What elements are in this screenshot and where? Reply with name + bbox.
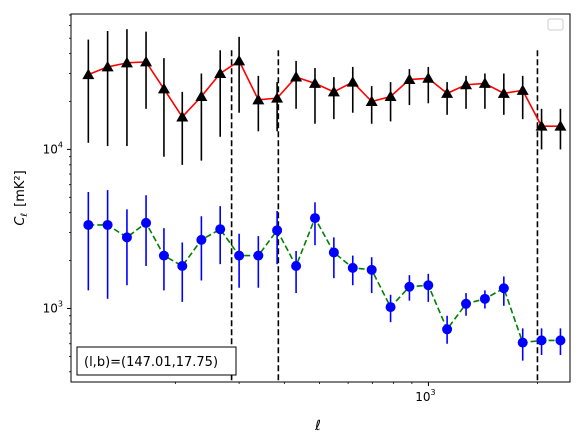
series-2-marker bbox=[309, 213, 320, 224]
series-1-marker bbox=[554, 120, 567, 131]
series-2-marker bbox=[555, 335, 566, 346]
series-1-marker bbox=[403, 73, 416, 85]
series-2-marker bbox=[536, 335, 547, 346]
series-1-marker bbox=[82, 68, 95, 80]
coordinates-annotation: (l,b)=(147.01,17.75) bbox=[76, 346, 237, 376]
series-1-marker bbox=[252, 93, 265, 105]
series-2-marker bbox=[366, 264, 377, 275]
series-2-marker bbox=[158, 250, 169, 261]
series-1-marker bbox=[290, 71, 303, 82]
svg-text:Cℓ[mK²]: Cℓ [mK²] bbox=[13, 170, 30, 225]
series-2-marker bbox=[461, 298, 472, 309]
series-1-marker bbox=[140, 55, 153, 67]
series-1-marker bbox=[497, 87, 510, 98]
series-2-marker bbox=[517, 337, 528, 348]
series-2-line bbox=[88, 216, 561, 344]
axis-ticks: 103 104 103 bbox=[43, 14, 538, 404]
series-2-marker bbox=[479, 293, 490, 304]
series-1-marker bbox=[422, 72, 435, 83]
series-2-marker bbox=[253, 250, 264, 261]
coordinates-annotation-text: (l,b)=(147.01,17.75) bbox=[84, 355, 218, 370]
series-1-marker bbox=[535, 120, 548, 131]
y-axis-label-unit: [mK²] bbox=[13, 170, 28, 207]
series-2-marker bbox=[141, 217, 152, 228]
series-1-marker bbox=[214, 67, 227, 79]
data-series bbox=[82, 29, 567, 361]
series-1-marker bbox=[441, 87, 454, 98]
series-1-marker bbox=[327, 85, 340, 97]
series-1-marker bbox=[120, 56, 133, 68]
series-2-marker bbox=[272, 225, 283, 236]
y-tick-label: 103 bbox=[43, 299, 63, 315]
series-1-marker bbox=[271, 92, 284, 103]
series-1-marker bbox=[176, 110, 189, 122]
series-2-marker bbox=[177, 260, 188, 271]
series-2-marker bbox=[121, 232, 132, 243]
series-2-marker bbox=[347, 262, 358, 273]
vertical-dashed-lines bbox=[230, 50, 539, 382]
series-1-marker bbox=[233, 54, 246, 66]
y-tick-label: 104 bbox=[43, 140, 63, 156]
series-2-marker bbox=[234, 250, 245, 261]
plot-frame bbox=[70, 13, 571, 383]
series-2-marker bbox=[291, 260, 302, 271]
series-1-marker bbox=[384, 90, 397, 102]
series-1-line bbox=[88, 59, 561, 127]
y-axis-label: Cℓ [mK²] bbox=[13, 170, 30, 225]
series-1-marker bbox=[101, 60, 114, 72]
legend-box bbox=[547, 18, 564, 31]
y-axis-label-main: C bbox=[13, 216, 28, 226]
series-1-marker bbox=[308, 77, 321, 88]
series-2-marker bbox=[498, 283, 509, 294]
series-2-marker bbox=[385, 302, 396, 313]
series-2-marker bbox=[328, 247, 339, 258]
series-1-marker bbox=[346, 76, 359, 87]
series-1-marker bbox=[157, 82, 170, 94]
series-2-marker bbox=[215, 224, 226, 235]
series-2-marker bbox=[423, 280, 434, 291]
series-2 bbox=[83, 190, 566, 361]
series-1-marker bbox=[365, 95, 378, 107]
series-1-marker bbox=[516, 84, 529, 95]
x-axis-label: ℓ bbox=[314, 418, 321, 434]
series-1-marker bbox=[195, 90, 208, 102]
series-2-marker bbox=[102, 219, 113, 230]
x-tick-label: 103 bbox=[415, 388, 435, 404]
series-1-marker bbox=[460, 78, 473, 90]
series-1 bbox=[82, 29, 567, 165]
y-axis-label-sub: ℓ bbox=[20, 213, 30, 218]
series-2-marker bbox=[404, 281, 415, 292]
series-2-marker bbox=[196, 234, 207, 245]
series-1-marker bbox=[478, 77, 491, 88]
series-2-marker bbox=[442, 324, 453, 335]
series-2-marker bbox=[83, 219, 94, 230]
